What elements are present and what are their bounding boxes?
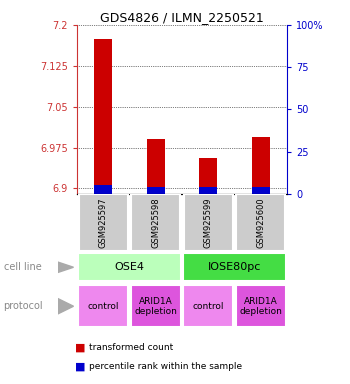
Bar [78,195,128,251]
Text: IOSE80pc: IOSE80pc [208,262,261,272]
Bar [183,195,233,251]
Text: percentile rank within the sample: percentile rank within the sample [89,362,242,371]
Bar [78,285,128,327]
Text: ■: ■ [75,362,86,372]
Text: control: control [88,302,119,311]
Polygon shape [58,298,74,314]
Bar [94,185,112,194]
Bar [183,253,286,281]
Text: GSM925600: GSM925600 [256,197,265,248]
Bar [131,195,181,251]
Bar [199,159,217,194]
Bar [147,139,165,194]
Bar [252,187,270,194]
Bar [199,187,217,194]
Text: ARID1A
depletion: ARID1A depletion [239,296,282,316]
Text: ■: ■ [75,343,86,353]
Bar [78,253,181,281]
Title: GDS4826 / ILMN_2250521: GDS4826 / ILMN_2250521 [100,11,264,24]
Bar [147,187,165,194]
Bar [236,285,286,327]
Text: GSM925597: GSM925597 [99,197,108,248]
Bar [252,137,270,194]
Bar [236,195,285,251]
Text: protocol: protocol [4,301,43,311]
Text: cell line: cell line [4,262,41,272]
Text: transformed count: transformed count [89,343,174,352]
Text: OSE4: OSE4 [114,262,145,272]
Bar [94,38,112,194]
Text: ARID1A
depletion: ARID1A depletion [134,296,177,316]
Text: GSM925598: GSM925598 [151,197,160,248]
Polygon shape [58,262,74,273]
Bar [131,285,181,327]
Text: control: control [193,302,224,311]
Text: GSM925599: GSM925599 [204,197,213,248]
Bar [183,285,233,327]
